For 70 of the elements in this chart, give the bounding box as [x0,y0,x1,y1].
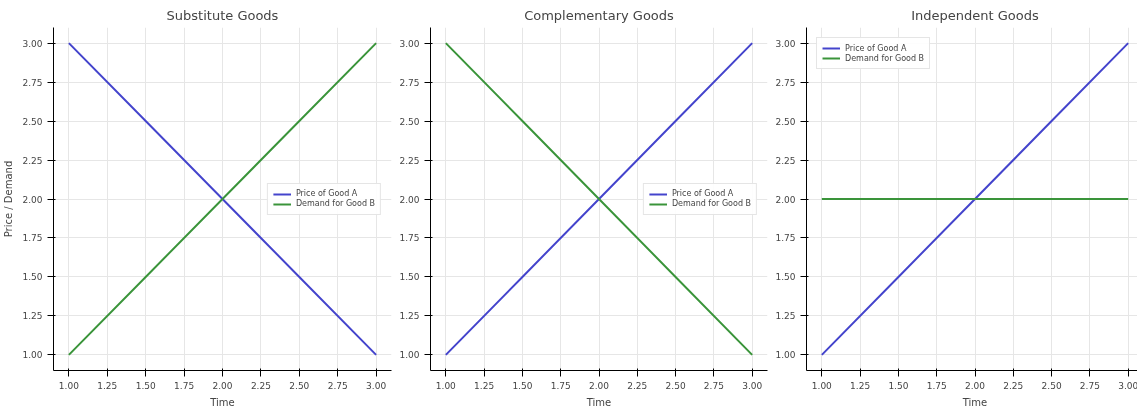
y-tick-label: 2.50 [399,116,420,127]
y-tick-label: 2.75 [399,77,420,88]
y-tick-label: 2.00 [22,194,43,205]
x-tick-label: 2.25 [250,380,271,391]
x-tick-label: 1.50 [135,380,156,391]
legend-label: Price of Good A [671,189,734,198]
x-tick-label: 3.00 [366,380,387,391]
x-tick-label: 2.00 [964,380,986,391]
y-tick-label: 1.50 [775,272,796,283]
legend-label: Price of Good A [295,189,358,198]
x-tick-label: 2.75 [703,380,724,391]
y-tick-label: 1.75 [775,233,796,244]
y-tick-label: 1.75 [399,233,420,244]
x-tick-label: 1.25 [97,380,118,391]
x-tick-label: 1.00 [58,380,80,391]
y-tick-label: 2.00 [775,194,796,205]
x-tick-label: 2.50 [1041,380,1062,391]
y-tick-label: 2.50 [22,116,43,127]
y-tick-label: 3.00 [22,38,43,49]
y-tick-label: 1.25 [22,311,43,322]
y-tick-label: 3.00 [399,38,420,49]
x-tick-label: 1.25 [474,380,495,391]
y-tick-label: 1.50 [399,272,420,283]
legend-label: Demand for Good B [671,199,751,208]
y-tick-label: 2.25 [399,155,420,166]
y-tick-label: 1.00 [399,350,420,361]
x-tick-label: 1.75 [174,380,195,391]
x-axis-title: Time [961,396,988,408]
y-tick-label: 1.00 [22,350,43,361]
y-tick-label: 1.75 [22,233,43,244]
x-tick-label: 2.50 [289,380,310,391]
x-tick-label: 2.00 [588,380,610,391]
line-series [67,42,378,356]
chart-title: Substitute Goods [166,7,279,23]
x-axis-title: Time [585,396,612,408]
x-tick-label: 1.75 [550,380,571,391]
legend-label: Price of Good A [845,43,907,53]
x-tick-label: 2.00 [212,380,233,391]
y-tick-label: 1.25 [399,311,420,322]
y-tick-label: 2.00 [399,194,420,205]
x-tick-label: 2.25 [627,380,648,391]
x-tick-label: 1.25 [850,380,871,391]
y-tick-label: 2.75 [775,77,796,88]
x-tick-label: 3.00 [742,380,763,391]
chart-title: Independent Goods [911,7,1039,23]
line-series [820,42,1130,356]
x-tick-label: 1.00 [435,380,457,391]
x-axis-title: Time [209,396,235,408]
legend-label: Demand for Good B [295,199,375,208]
x-tick-label: 2.25 [1003,380,1024,391]
y-tick-label: 2.25 [22,155,43,166]
y-tick-label: 2.50 [775,116,796,127]
x-tick-label: 2.75 [327,380,348,391]
y-tick-label: 3.00 [775,38,796,49]
x-tick-label: 1.50 [512,380,533,391]
x-tick-label: 2.75 [1079,380,1100,391]
y-tick-label: 1.25 [775,311,796,322]
y-tick-label: 2.75 [22,77,43,88]
y-tick-label: 1.50 [22,272,43,283]
x-tick-label: 2.50 [665,380,686,391]
x-tick-label: 1.50 [888,380,909,391]
x-tick-label: 1.75 [926,380,947,391]
y-tick-label: 2.25 [775,155,796,166]
x-tick-label: 3.00 [1118,380,1137,391]
line-series [444,42,754,356]
chart-title: Complementary Goods [524,7,675,23]
x-tick-label: 1.00 [811,380,833,391]
legend-label: Demand for Good B [845,53,925,63]
y-axis-title: Price / Demand [3,160,15,238]
y-tick-label: 1.00 [775,350,796,361]
